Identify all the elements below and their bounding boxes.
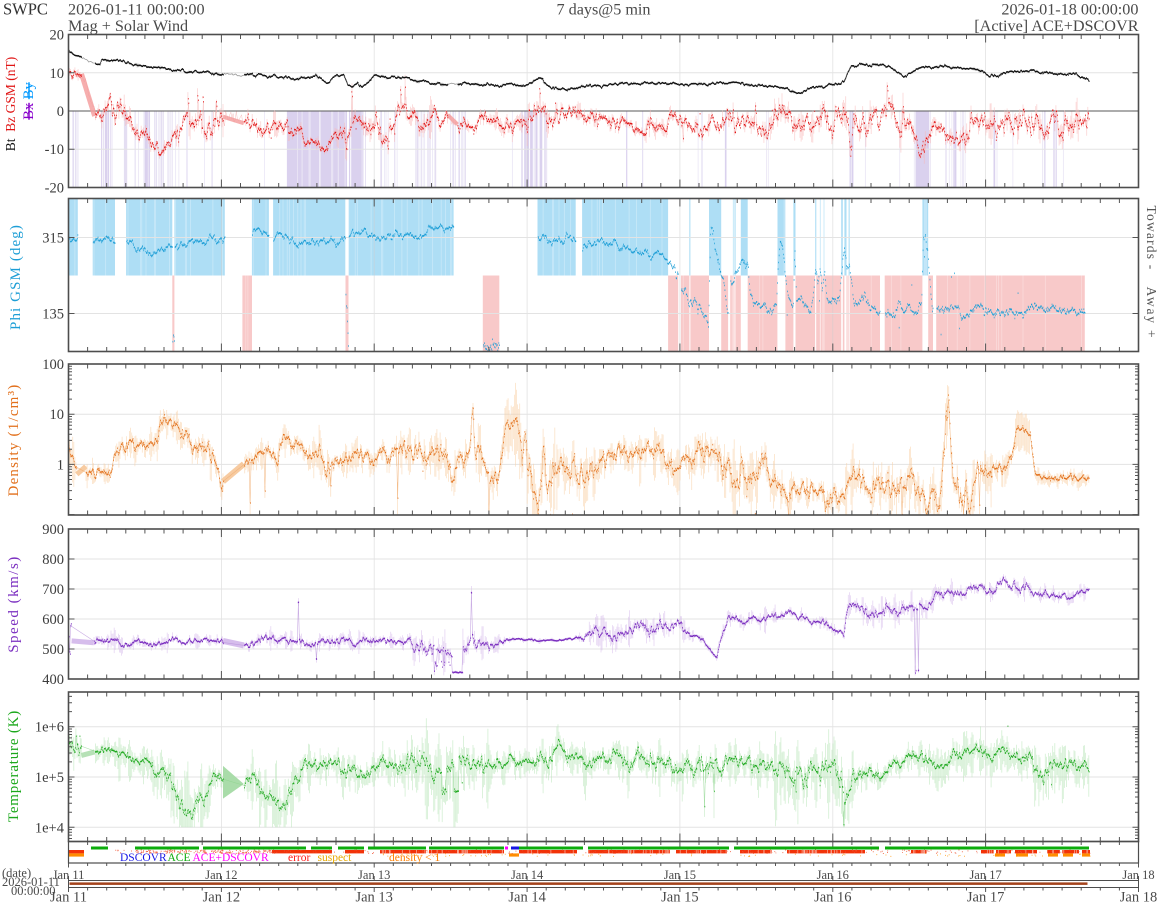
svg-text:SWPC: SWPC xyxy=(3,0,48,19)
svg-text:Jan 13: Jan 13 xyxy=(358,868,390,882)
svg-text:ACE: ACE xyxy=(168,852,191,864)
svg-text:00:00:00: 00:00:00 xyxy=(11,884,55,898)
svg-text:2026-01-18 00:00:00: 2026-01-18 00:00:00 xyxy=(1001,1,1138,19)
svg-text:Jan 11: Jan 11 xyxy=(53,868,85,882)
svg-text:Phi GSM (deg): Phi GSM (deg) xyxy=(8,224,24,330)
svg-text:Jan 12: Jan 12 xyxy=(205,868,237,882)
svg-text:700: 700 xyxy=(42,582,64,598)
svg-text:1e+6: 1e+6 xyxy=(35,720,64,736)
svg-text:Mag + Solar Wind: Mag + Solar Wind xyxy=(68,17,188,35)
svg-text:-10: -10 xyxy=(45,142,64,158)
svg-text:400: 400 xyxy=(42,672,64,688)
svg-text:Jan 16: Jan 16 xyxy=(814,890,851,906)
svg-text:-20: -20 xyxy=(45,181,64,197)
svg-text:Jan 15: Jan 15 xyxy=(664,868,696,882)
svg-text:Jan 18: Jan 18 xyxy=(1122,868,1154,882)
svg-text:Jan 11: Jan 11 xyxy=(50,890,87,906)
svg-text:Towards -: Towards - xyxy=(1144,206,1158,271)
svg-text:Jan 14: Jan 14 xyxy=(511,868,544,882)
svg-text:2026-01-11: 2026-01-11 xyxy=(2,875,60,889)
svg-text:Jan 17: Jan 17 xyxy=(969,868,1001,882)
svg-text:20: 20 xyxy=(50,28,65,44)
svg-text:DSCOVR: DSCOVR xyxy=(120,852,167,864)
svg-text:0: 0 xyxy=(57,104,64,120)
svg-text:10: 10 xyxy=(50,66,65,82)
svg-text:[Active] ACE+DSCOVR: [Active] ACE+DSCOVR xyxy=(974,17,1138,35)
svg-text:Density (1/cm³): Density (1/cm³) xyxy=(6,384,22,497)
svg-text:density < 1: density < 1 xyxy=(389,852,440,864)
svg-text:315: 315 xyxy=(42,231,64,247)
svg-text:Jan 17: Jan 17 xyxy=(967,890,1004,906)
svg-text:135: 135 xyxy=(42,307,64,323)
svg-text:600: 600 xyxy=(42,612,64,628)
svg-text:7 days@5 min: 7 days@5 min xyxy=(556,1,650,19)
svg-text:ACE+DSCOVR: ACE+DSCOVR xyxy=(193,852,269,864)
svg-text:Bx By: Bx By xyxy=(21,82,37,120)
svg-text:Bt Bz GSM (nT): Bt Bz GSM (nT) xyxy=(3,57,18,152)
svg-text:Jan 16: Jan 16 xyxy=(817,868,849,882)
svg-text:Jan 12: Jan 12 xyxy=(203,890,240,906)
svg-text:Jan 13: Jan 13 xyxy=(355,890,392,906)
svg-text:1: 1 xyxy=(57,457,64,473)
svg-text:Jan 15: Jan 15 xyxy=(661,890,698,906)
svg-text:Speed (km/s): Speed (km/s) xyxy=(6,555,22,653)
svg-text:suspect: suspect xyxy=(318,852,353,864)
svg-text:500: 500 xyxy=(42,642,64,658)
svg-text:1e+5: 1e+5 xyxy=(35,770,64,786)
svg-text:10: 10 xyxy=(50,407,65,423)
svg-text:error: error xyxy=(288,852,311,864)
svg-text:Jan 14: Jan 14 xyxy=(508,890,546,906)
svg-text:1e+4: 1e+4 xyxy=(35,820,65,836)
svg-text:900: 900 xyxy=(42,522,64,538)
svg-text:2026-01-11 00:00:00: 2026-01-11 00:00:00 xyxy=(68,1,205,19)
svg-text:Temperature (K): Temperature (K) xyxy=(6,710,22,822)
svg-text:Away +: Away + xyxy=(1144,287,1158,340)
svg-text:100: 100 xyxy=(42,357,64,373)
svg-text:800: 800 xyxy=(42,552,64,568)
svg-text:(date): (date) xyxy=(2,866,31,880)
svg-text:Jan 18: Jan 18 xyxy=(1120,890,1157,906)
